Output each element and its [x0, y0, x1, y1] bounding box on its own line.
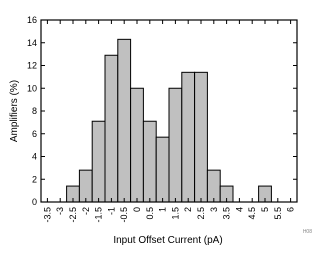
x-tick-label: -2.5 [68, 207, 78, 223]
x-tick-label: 6 [286, 207, 296, 212]
bar [181, 71, 196, 203]
y-tick-label: 8 [32, 106, 37, 116]
y-tick-label: 0 [32, 197, 37, 207]
y-tick-label: 10 [27, 83, 37, 93]
bar [117, 38, 132, 203]
x-tick-label: 5 [260, 207, 270, 212]
x-tick-label: -1 [106, 207, 116, 215]
x-tick-label: 0 [132, 207, 142, 212]
x-tick-label: 1 [158, 207, 168, 212]
x-tick-label: 0.5 [145, 207, 155, 220]
y-tick-label: 16 [27, 15, 37, 25]
x-tick-label: 3.5 [222, 207, 232, 220]
x-tick-label: 3 [209, 207, 219, 212]
x-tick-label: 2 [183, 207, 193, 212]
y-tick-label: 14 [27, 38, 37, 48]
figure-code: H08 [303, 229, 312, 235]
x-tick-label: -2 [81, 207, 91, 215]
x-tick-label: -3 [55, 207, 65, 215]
bar [168, 87, 183, 203]
bar [130, 87, 144, 203]
x-axis-title: Input Offset Current (pA) [113, 235, 222, 246]
y-tick-label: 2 [32, 174, 37, 184]
bar [155, 136, 170, 203]
bar [78, 169, 93, 203]
bar [91, 120, 106, 203]
y-tick-label: 6 [32, 129, 37, 139]
bar [194, 71, 208, 203]
y-tick-label: 4 [32, 152, 37, 162]
x-tick-label: 4.5 [247, 207, 257, 220]
x-tick-label: -3.5 [42, 207, 52, 223]
x-tick-label: 4 [234, 207, 244, 212]
y-axis-title: Amplifiers (%) [9, 80, 20, 142]
x-tick-label: 5.5 [273, 207, 283, 220]
x-tick-label: 1.5 [170, 207, 180, 220]
y-tick-label: 12 [27, 61, 37, 71]
bar [104, 54, 119, 203]
x-tick-label: 2.5 [196, 207, 206, 220]
x-tick-label: -0.5 [119, 207, 129, 223]
x-tick-label: -1.5 [94, 207, 104, 223]
bar [142, 120, 157, 203]
plot-frame [40, 19, 298, 203]
bar [206, 169, 221, 203]
